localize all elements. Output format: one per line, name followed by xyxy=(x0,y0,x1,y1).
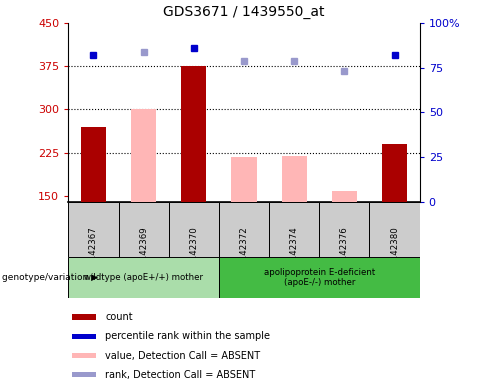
Bar xyxy=(68,257,219,298)
Bar xyxy=(72,314,97,320)
Bar xyxy=(332,191,357,202)
Bar xyxy=(219,202,269,257)
Text: GSM142367: GSM142367 xyxy=(89,227,98,280)
Bar xyxy=(81,127,106,202)
Text: GSM142370: GSM142370 xyxy=(189,227,198,280)
Bar xyxy=(169,202,219,257)
Text: genotype/variation ▶: genotype/variation ▶ xyxy=(2,273,99,282)
Bar xyxy=(68,202,119,257)
Text: GSM142369: GSM142369 xyxy=(139,227,148,279)
Bar xyxy=(369,202,420,257)
Bar xyxy=(72,372,97,377)
Text: percentile rank within the sample: percentile rank within the sample xyxy=(105,331,270,341)
Bar xyxy=(382,144,407,202)
Text: GSM142376: GSM142376 xyxy=(340,227,349,280)
Text: GSM142380: GSM142380 xyxy=(390,227,399,280)
Text: count: count xyxy=(105,312,133,322)
Text: GSM142374: GSM142374 xyxy=(290,227,299,280)
Bar xyxy=(181,66,206,202)
Bar xyxy=(219,257,420,298)
Title: GDS3671 / 1439550_at: GDS3671 / 1439550_at xyxy=(163,5,325,19)
Bar xyxy=(72,353,97,358)
Bar xyxy=(231,157,257,202)
Bar xyxy=(282,156,307,202)
Bar xyxy=(72,334,97,339)
Bar xyxy=(131,109,156,202)
Text: value, Detection Call = ABSENT: value, Detection Call = ABSENT xyxy=(105,351,260,361)
Text: apolipoprotein E-deficient
(apoE-/-) mother: apolipoprotein E-deficient (apoE-/-) mot… xyxy=(264,268,375,287)
Bar xyxy=(319,202,369,257)
Text: GSM142372: GSM142372 xyxy=(240,227,248,280)
Text: wildtype (apoE+/+) mother: wildtype (apoE+/+) mother xyxy=(84,273,203,282)
Text: rank, Detection Call = ABSENT: rank, Detection Call = ABSENT xyxy=(105,370,255,380)
Bar xyxy=(269,202,319,257)
Bar xyxy=(119,202,169,257)
